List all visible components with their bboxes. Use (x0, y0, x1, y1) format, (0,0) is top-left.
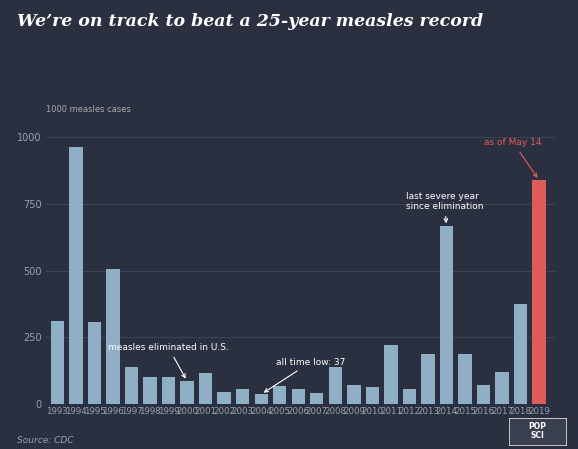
Text: We’re on track to beat a 25-year measles record: We’re on track to beat a 25-year measles… (17, 13, 483, 31)
Bar (495, 372, 509, 404)
Bar (532, 180, 546, 404)
Text: Source: CDC: Source: CDC (17, 436, 74, 445)
Bar (180, 381, 194, 404)
Text: measles eliminated in U.S.: measles eliminated in U.S. (108, 343, 229, 378)
Bar (477, 385, 490, 404)
Bar (236, 389, 249, 404)
Bar (329, 367, 342, 404)
Bar (421, 354, 435, 404)
Bar (51, 321, 64, 404)
Bar (162, 378, 175, 404)
Bar (125, 367, 138, 404)
Bar (514, 304, 527, 404)
Text: POP
SCI: POP SCI (528, 422, 547, 440)
Bar (347, 385, 361, 404)
Bar (217, 392, 231, 404)
Bar (88, 321, 101, 404)
Bar (143, 378, 157, 404)
Bar (384, 345, 398, 404)
Bar (106, 269, 120, 404)
Text: 1000 measles cases: 1000 measles cases (46, 105, 131, 114)
Bar (69, 147, 83, 404)
Bar (403, 389, 416, 404)
Text: last severe year
since elimination: last severe year since elimination (406, 192, 483, 222)
Bar (440, 226, 453, 404)
Bar (291, 389, 305, 404)
Text: as of May 14: as of May 14 (484, 138, 542, 177)
Bar (273, 387, 286, 404)
Bar (366, 387, 379, 404)
Bar (458, 354, 472, 404)
Bar (254, 394, 268, 404)
Text: all time low: 37: all time low: 37 (265, 358, 346, 392)
Bar (310, 392, 324, 404)
Bar (199, 373, 212, 404)
